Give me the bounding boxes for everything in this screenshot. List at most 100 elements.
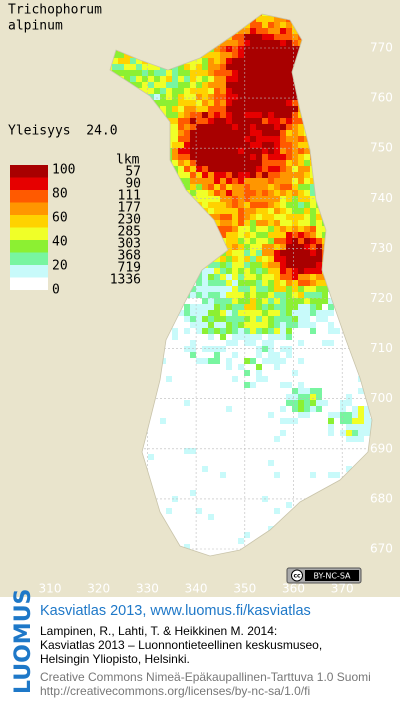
- cell: [250, 190, 256, 196]
- cell: [292, 58, 298, 64]
- cell: [178, 106, 184, 112]
- cell: [304, 394, 310, 400]
- cell: [232, 328, 238, 334]
- cell: [286, 238, 292, 244]
- cell: [214, 154, 220, 160]
- east-label: 310: [39, 582, 62, 596]
- cell: [292, 94, 298, 100]
- cell: [322, 280, 328, 286]
- cell: [190, 304, 196, 310]
- cell: [256, 148, 262, 154]
- cell: [292, 238, 298, 244]
- cell: [286, 352, 292, 358]
- legend-swatch: [10, 202, 48, 215]
- cell: [304, 280, 310, 286]
- cell: [226, 88, 232, 94]
- cell: [298, 340, 304, 346]
- cell: [220, 76, 226, 82]
- cell: [286, 400, 292, 406]
- cell: [316, 274, 322, 280]
- link[interactable]: Kasviatlas 2013, www.luomus.fi/kasviatla…: [40, 603, 311, 619]
- legend-swatch: [10, 277, 48, 290]
- cell: [190, 154, 196, 160]
- cell: [286, 298, 292, 304]
- cell: [268, 304, 274, 310]
- cell: [238, 250, 244, 256]
- cell: [202, 130, 208, 136]
- cell: [292, 322, 298, 328]
- cell: [256, 268, 262, 274]
- cell: [268, 166, 274, 172]
- cell: [202, 310, 208, 316]
- cell: [298, 298, 304, 304]
- cell: [184, 160, 190, 166]
- cell: [286, 76, 292, 82]
- cell: [226, 250, 232, 256]
- cell: [202, 82, 208, 88]
- legend-swatch: [10, 227, 48, 240]
- cell: [304, 202, 310, 208]
- cell: [274, 250, 280, 256]
- license-badge[interactable]: cc BY-NC-SA: [286, 567, 362, 584]
- cell: [226, 46, 232, 52]
- cell: [190, 316, 196, 322]
- cell: [298, 136, 304, 142]
- cell: [160, 418, 166, 424]
- cell: [268, 232, 274, 238]
- cell: [274, 118, 280, 124]
- cell: [274, 46, 280, 52]
- cell: [268, 412, 274, 418]
- cell: [232, 172, 238, 178]
- cell: [220, 112, 226, 118]
- cell: [286, 190, 292, 196]
- cell: [262, 328, 268, 334]
- cell: [280, 172, 286, 178]
- north-label: 700: [370, 391, 393, 405]
- cell: [316, 244, 322, 250]
- cell: [274, 358, 280, 364]
- cell: [244, 280, 250, 286]
- cell: [256, 88, 262, 94]
- cell: [304, 400, 310, 406]
- cell: [238, 94, 244, 100]
- cell: [268, 100, 274, 106]
- cell: [142, 70, 148, 76]
- cell: [268, 34, 274, 40]
- cell: [118, 58, 124, 64]
- cell: [256, 166, 262, 172]
- cell: [226, 298, 232, 304]
- cell: [304, 172, 310, 178]
- cell: [322, 292, 328, 298]
- cell: [226, 94, 232, 100]
- cell: [262, 82, 268, 88]
- cell: [214, 220, 220, 226]
- cell: [250, 178, 256, 184]
- cell: [214, 202, 220, 208]
- cell: [238, 178, 244, 184]
- cell: [202, 106, 208, 112]
- cell: [220, 196, 226, 202]
- cell: [268, 334, 274, 340]
- cell: [208, 124, 214, 130]
- cell: [256, 124, 262, 130]
- cell: [262, 292, 268, 298]
- cell: [220, 154, 226, 160]
- cell: [208, 148, 214, 154]
- cell: [364, 430, 370, 436]
- cell: [316, 304, 322, 310]
- cell: [178, 94, 184, 100]
- cell: [238, 166, 244, 172]
- cell: [256, 214, 262, 220]
- cell: [268, 16, 274, 22]
- brand: LUOMUS: [11, 589, 36, 694]
- cell: [244, 118, 250, 124]
- cell: [292, 292, 298, 298]
- cell: [304, 274, 310, 280]
- cell: [208, 268, 214, 274]
- cell: [358, 412, 364, 418]
- cell: [280, 280, 286, 286]
- cell: [334, 412, 340, 418]
- cell: [298, 166, 304, 172]
- cell: [310, 394, 316, 400]
- cell: [298, 262, 304, 268]
